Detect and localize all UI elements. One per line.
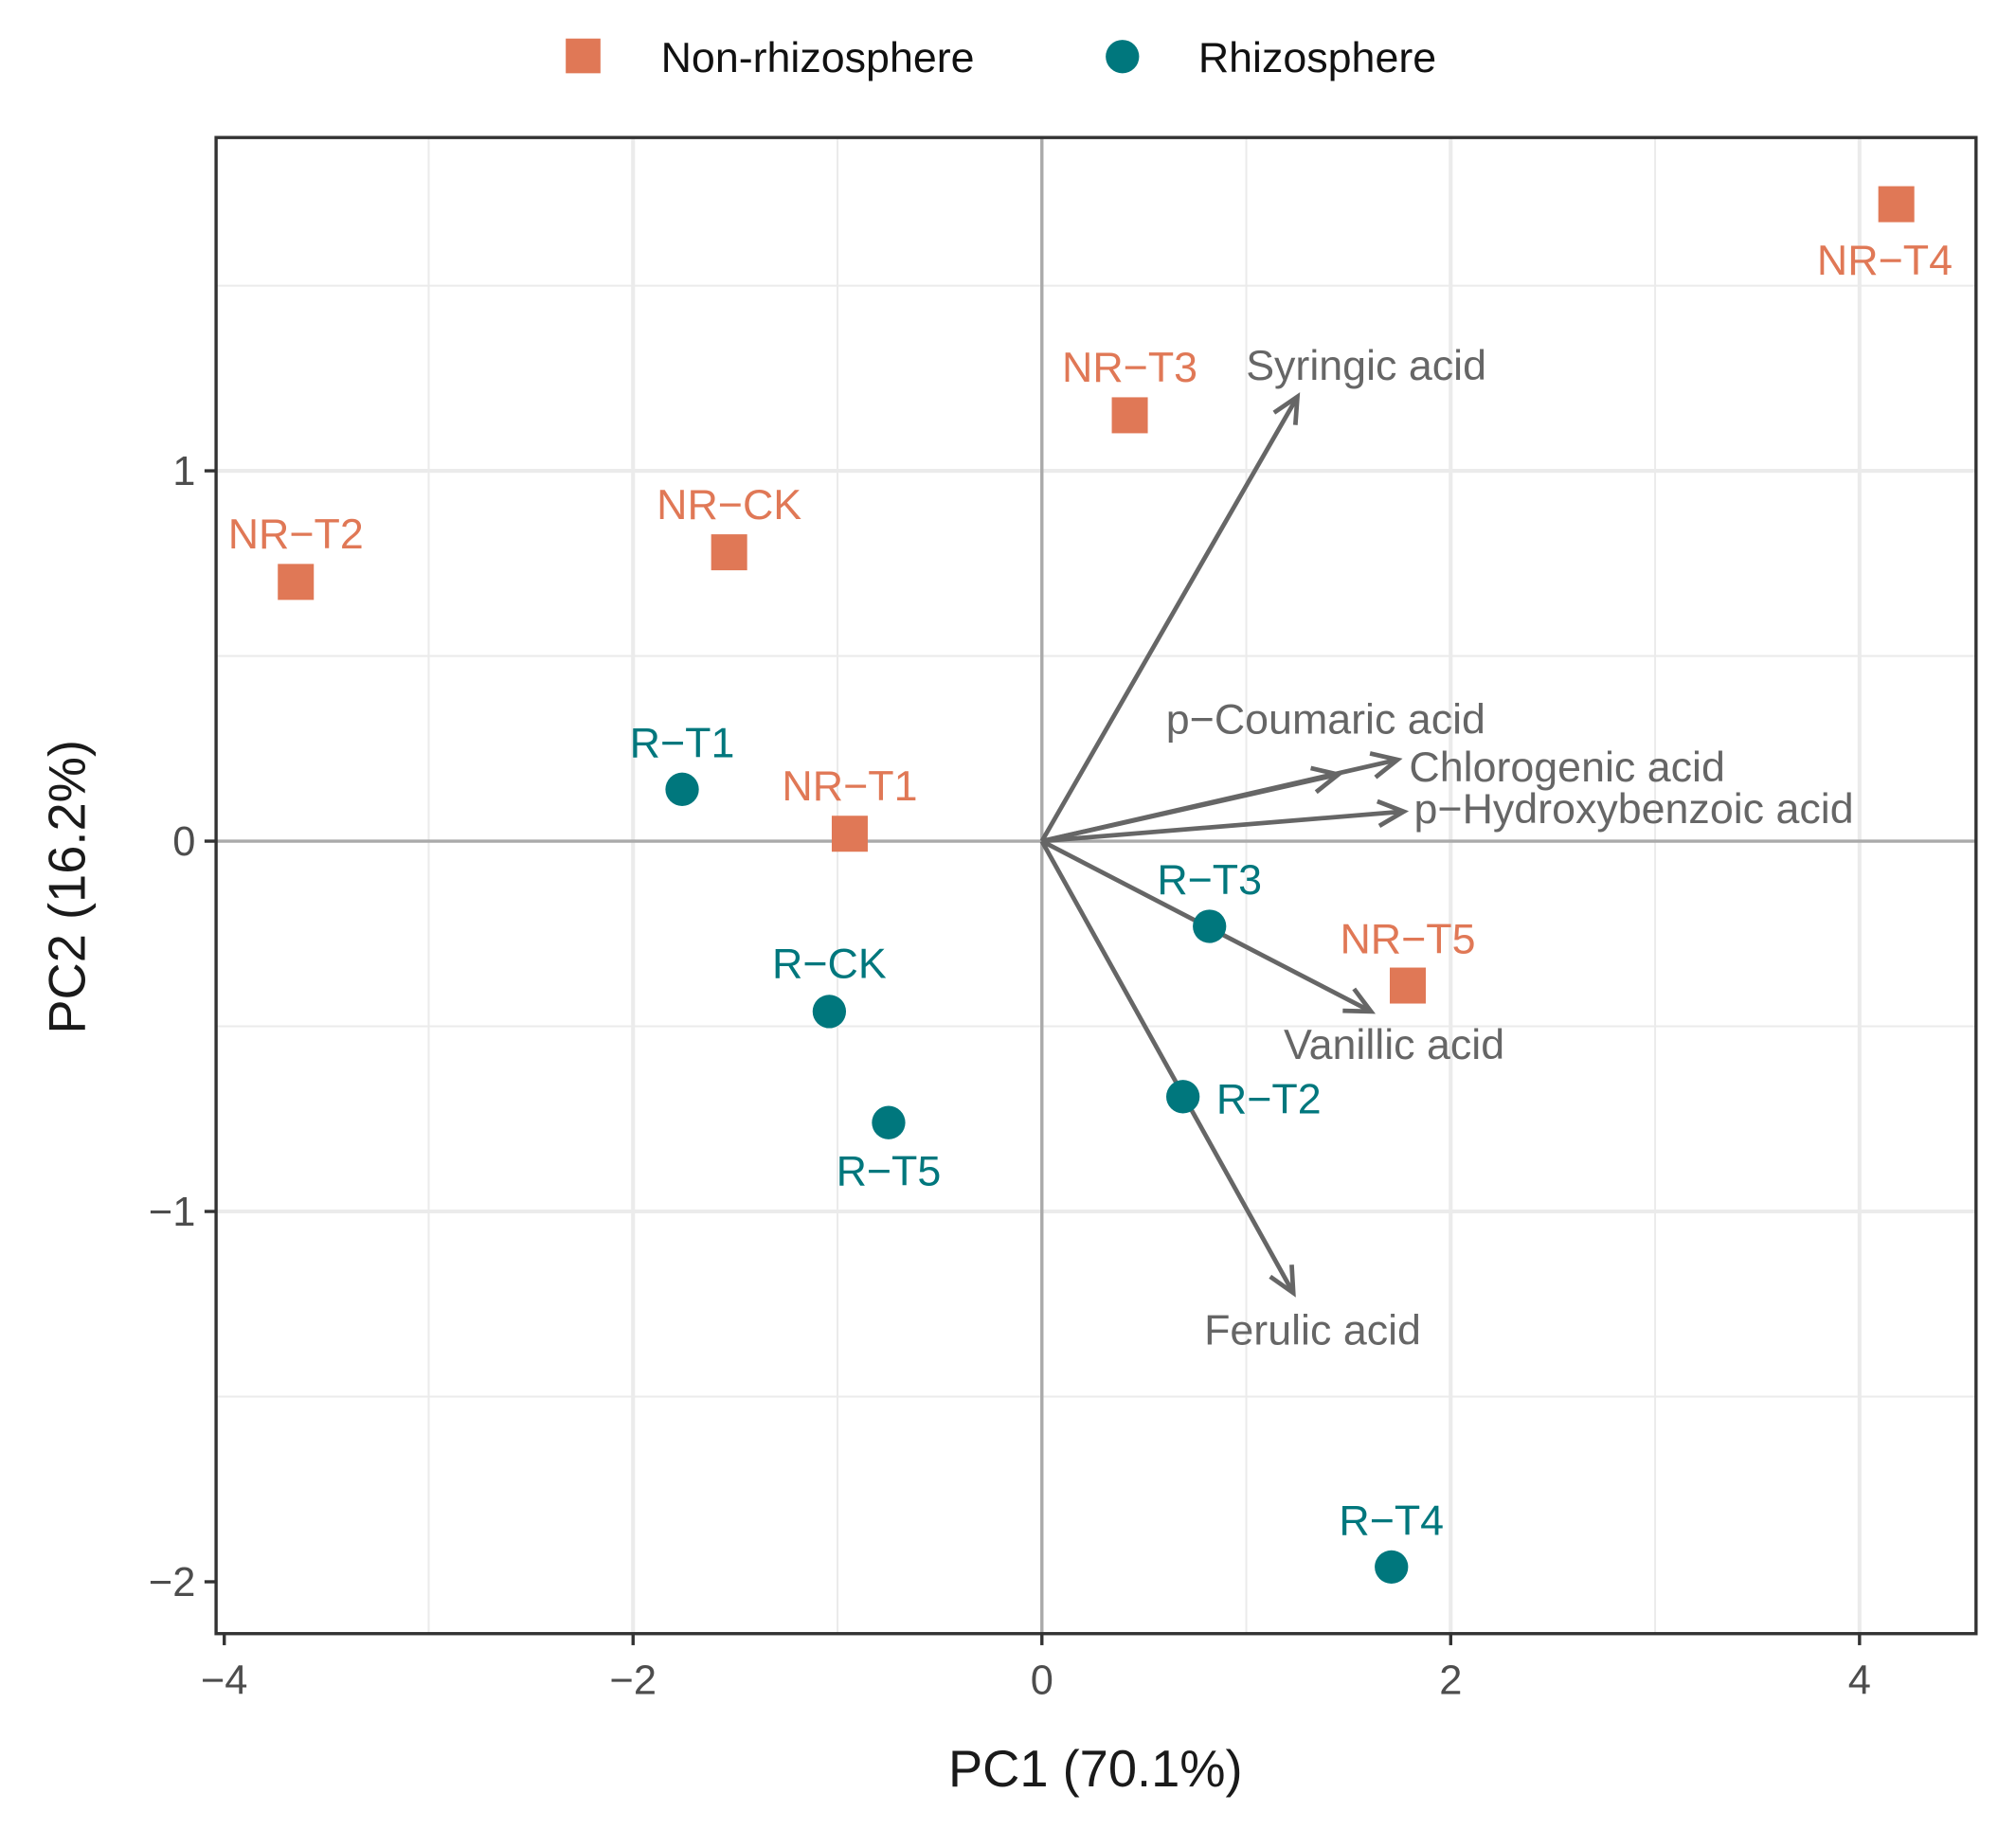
- x-tick-label: 4: [1848, 1659, 1871, 1704]
- legend-label-non-rhizosphere: Non-rhizosphere: [661, 34, 975, 81]
- loading-label: p−Coumaric acid: [1166, 695, 1485, 743]
- y-tick-label: −1: [149, 1190, 196, 1235]
- loading-arrow: [1041, 809, 1404, 844]
- point-label: NR−T3: [1062, 344, 1197, 391]
- point-label: R−T5: [837, 1148, 942, 1195]
- point-non-rhizosphere: [1111, 397, 1148, 434]
- loading-arrow: [1041, 757, 1398, 844]
- point-label: R−T1: [630, 719, 735, 766]
- point-rhizosphere: [872, 1105, 906, 1139]
- legend: Non-rhizosphere Rhizosphere: [566, 34, 1436, 81]
- point-rhizosphere: [1166, 1080, 1200, 1114]
- legend-square-marker: [566, 38, 601, 74]
- arrow-head-icon: [1342, 987, 1377, 1014]
- loading-label: Syringic acid: [1246, 342, 1486, 389]
- loading-label: Vanillic acid: [1284, 1021, 1504, 1068]
- x-tick-label: −2: [609, 1659, 657, 1704]
- loading-arrows: Syringic acid p−Coumaric acidChlorogenic …: [1039, 342, 1854, 1354]
- x-axis-title: PC1 (70.1%): [948, 1740, 1243, 1798]
- point-label: R−T2: [1216, 1075, 1322, 1122]
- point-rhizosphere: [812, 995, 847, 1029]
- arrow-head-icon: [1269, 1264, 1296, 1298]
- point-rhizosphere: [1193, 909, 1227, 943]
- y-tick-label: −2: [149, 1560, 196, 1605]
- arrow-head-icon: [1272, 392, 1301, 425]
- zero-lines: [216, 137, 1976, 1634]
- legend-circle-marker: [1106, 40, 1140, 74]
- loading-arrow: [1039, 839, 1296, 1295]
- x-tick-label: 0: [1031, 1659, 1053, 1704]
- arrow-head-icon: [1369, 751, 1403, 780]
- point-non-rhizosphere: [1878, 186, 1915, 223]
- point-non-rhizosphere: [278, 564, 315, 601]
- point-label: NR−T1: [782, 762, 917, 810]
- point-non-rhizosphere: [1389, 967, 1426, 1004]
- sample-points: NR−T4 NR−T3 NR−CK NR−T2 NR−T1 NR−T5 R−T1 R−CK R−…: [228, 186, 1953, 1585]
- arrow-head-icon: [1376, 798, 1410, 828]
- point-non-rhizosphere: [831, 816, 868, 852]
- loading-label: Chlorogenic acid: [1409, 744, 1724, 791]
- point-label: R−T4: [1339, 1497, 1444, 1544]
- point-label: R−T3: [1157, 856, 1262, 904]
- point-label: R−CK: [772, 941, 887, 988]
- plot-frame: [214, 135, 1978, 1636]
- axis-ticks: −4 −2 0 2 4 −2 −1 0 1: [149, 449, 1871, 1704]
- point-label: NR−T2: [228, 511, 364, 558]
- point-non-rhizosphere: [711, 534, 747, 571]
- y-axis-title: PC2 (16.2%): [39, 740, 97, 1034]
- grid: [216, 137, 1976, 1634]
- x-tick-label: 2: [1439, 1659, 1462, 1704]
- point-label: NR−CK: [657, 481, 801, 529]
- loading-label: Ferulic acid: [1204, 1306, 1421, 1354]
- legend-label-rhizosphere: Rhizosphere: [1198, 34, 1436, 81]
- loading-label: p−Hydroxybenzoic acid: [1414, 785, 1854, 833]
- point-label: NR−T5: [1340, 916, 1475, 963]
- point-rhizosphere: [665, 772, 699, 806]
- x-tick-label: −4: [201, 1659, 248, 1704]
- loading-arrow: [1039, 395, 1300, 843]
- point-label: NR−T4: [1817, 237, 1953, 284]
- point-rhizosphere: [1375, 1550, 1409, 1585]
- y-tick-label: 0: [172, 819, 195, 865]
- y-tick-label: 1: [172, 449, 195, 494]
